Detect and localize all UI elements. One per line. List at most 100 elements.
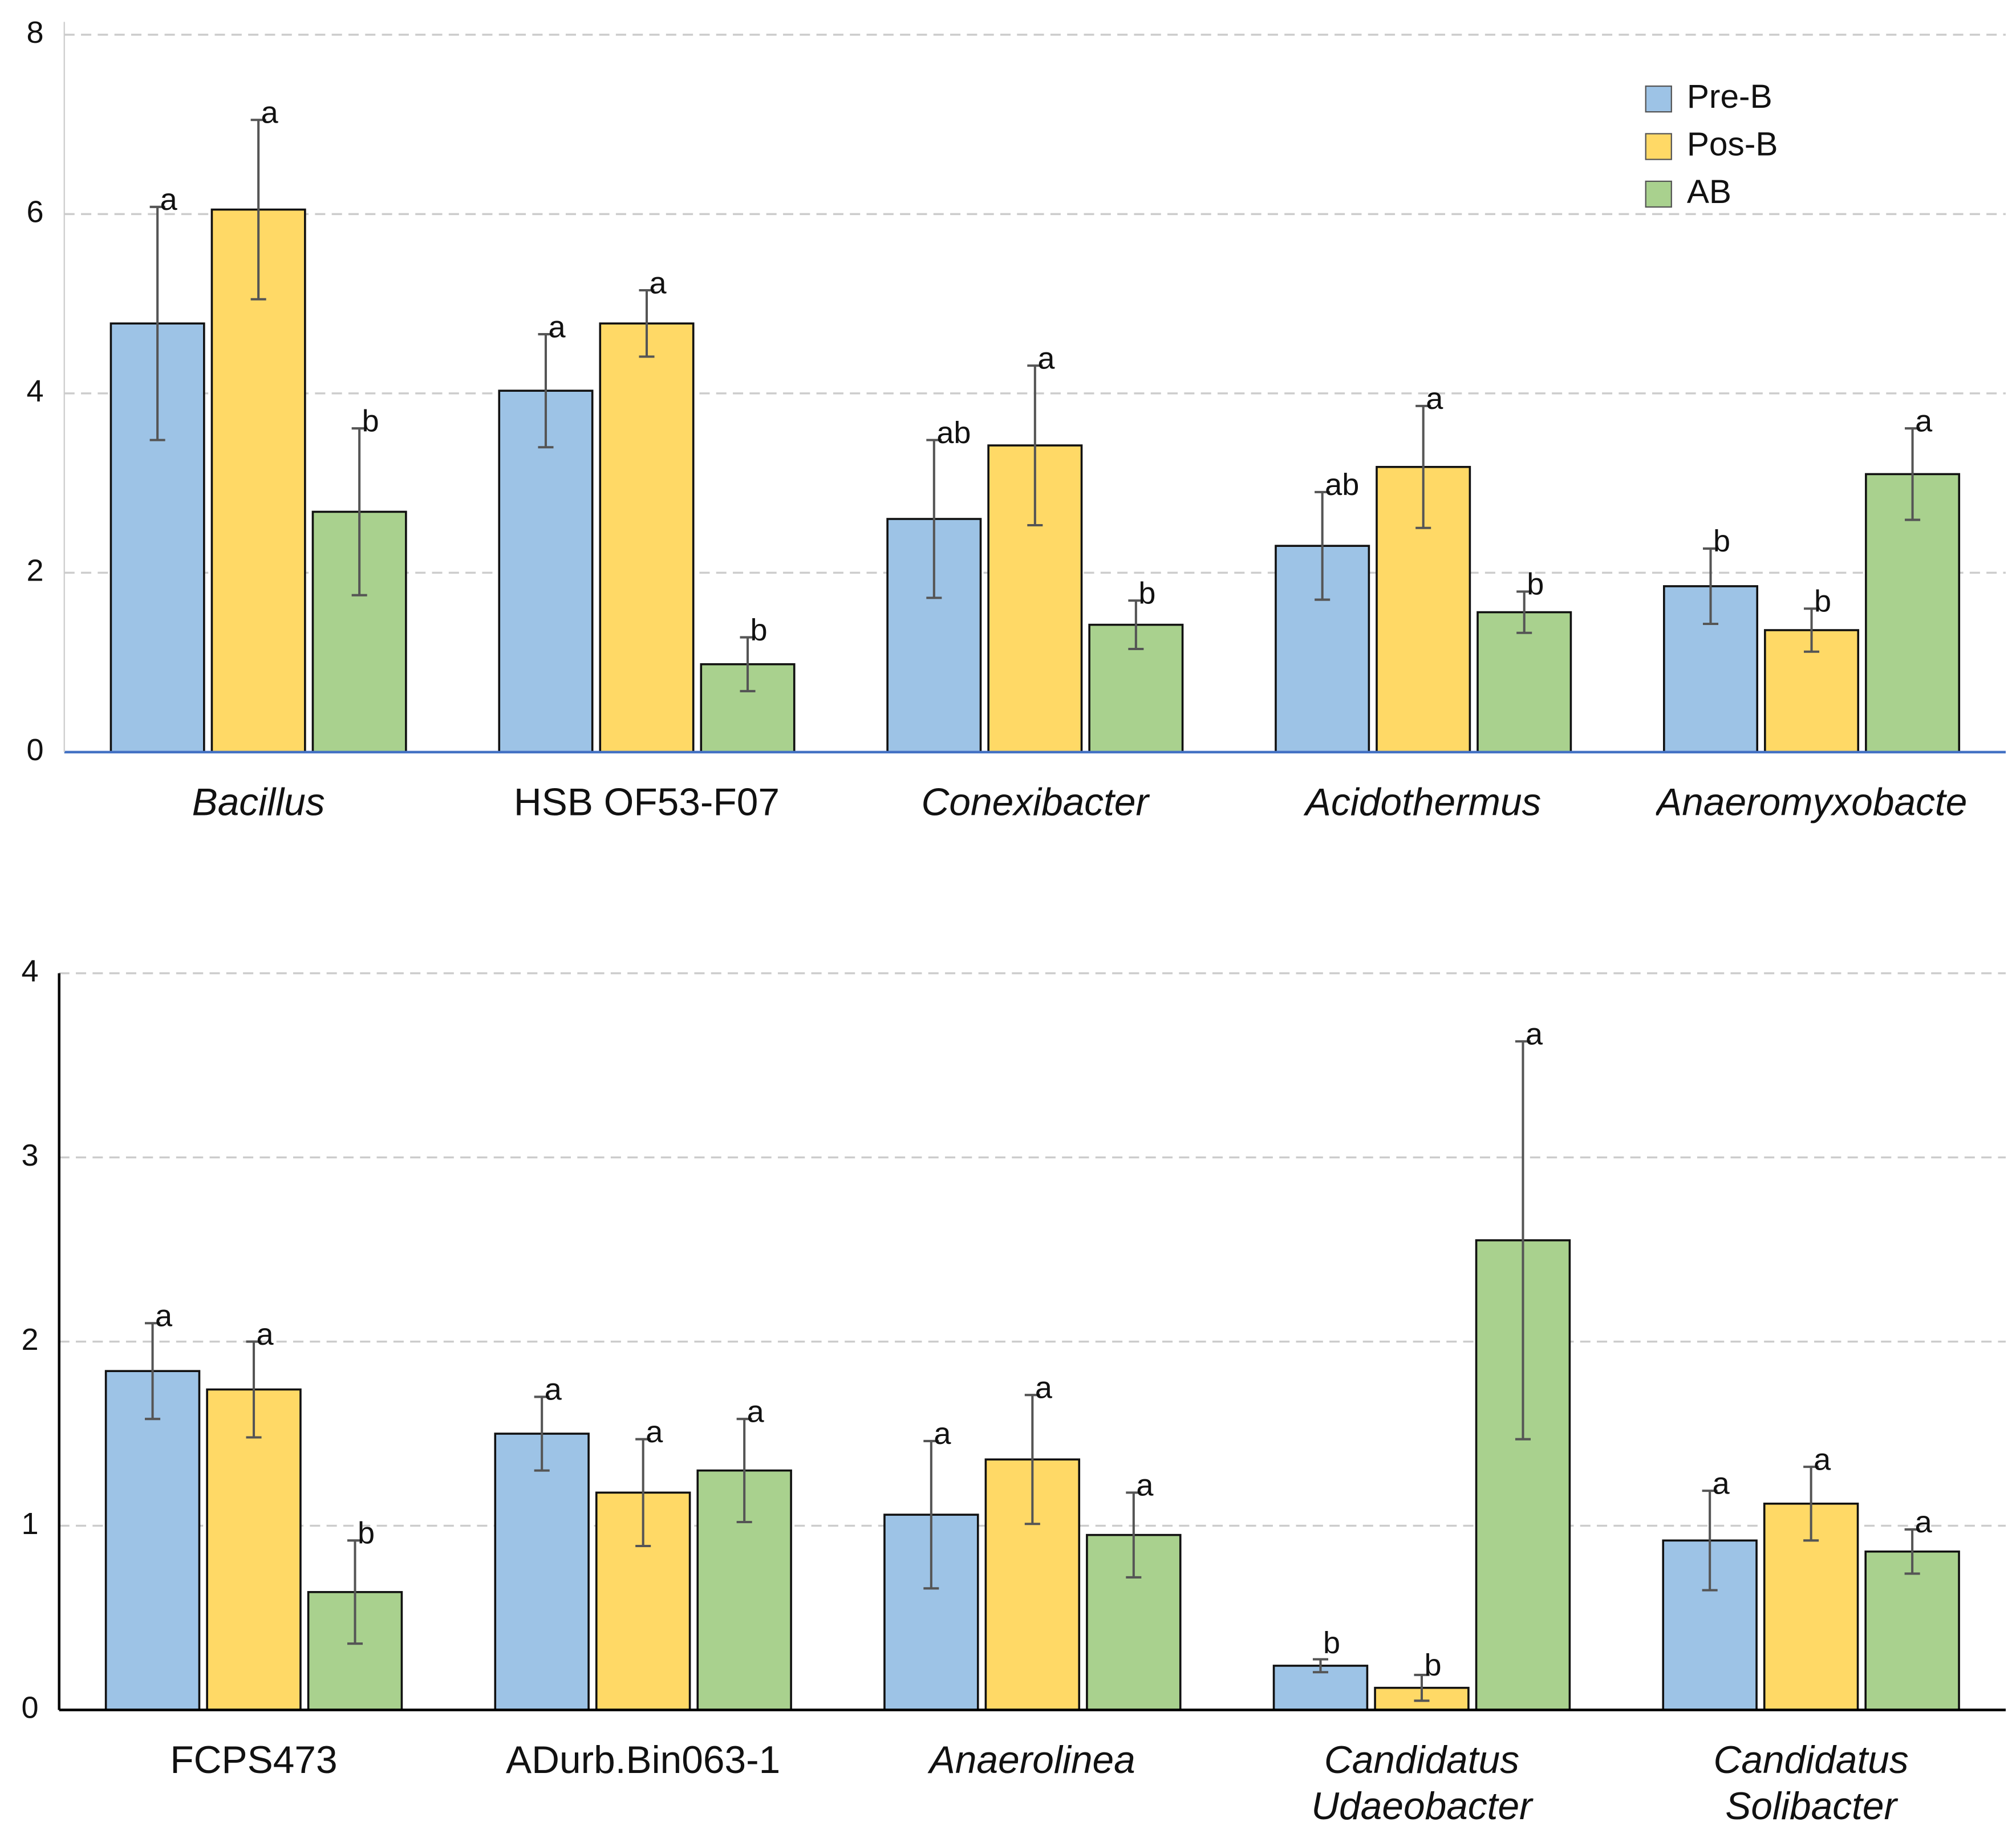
error-bar: [639, 289, 655, 358]
significance-letter: b: [1713, 524, 1730, 558]
significance-letter: b: [1323, 1626, 1340, 1660]
significance-letter: b: [1138, 576, 1155, 610]
category-label-box: Conexibacter: [921, 781, 1149, 825]
x-tick-label: Anaeromyxobacter: [1656, 781, 1967, 825]
significance-letter: a: [160, 182, 178, 217]
y-tick-label: 0: [27, 733, 44, 767]
error-bar: [1905, 427, 1921, 521]
significance-letter: a: [1915, 1505, 1933, 1539]
significance-letter: b: [751, 613, 768, 647]
category-label-box: ADurb.Bin063-1: [506, 1739, 781, 1782]
bar: [104, 1370, 201, 1711]
error-bar: [1315, 490, 1331, 601]
significance-letter: a: [747, 1394, 765, 1429]
significance-letter: a: [1915, 404, 1933, 438]
error-bar: [149, 205, 165, 441]
significance-letter: a: [1037, 341, 1055, 375]
significance-letter: a: [1814, 1442, 1831, 1476]
error-bar: [246, 1340, 262, 1439]
error-bar: [740, 636, 756, 692]
legend-label: AB: [1687, 173, 1731, 210]
significance-letter: a: [155, 1299, 173, 1333]
error-bar: [250, 119, 266, 301]
legend-swatch: [1645, 180, 1672, 208]
y-tick-label: 2: [27, 554, 44, 588]
x-tick-label: Candidatus Solibacter: [1713, 1739, 1909, 1828]
error-bar: [1904, 1528, 1920, 1575]
category-label-box: HSB OF53-F07: [513, 781, 780, 825]
significance-letter: b: [1424, 1648, 1441, 1682]
x-tick-label: Conexibacter: [921, 781, 1149, 825]
error-bar: [145, 1322, 161, 1421]
significance-letter: a: [548, 310, 566, 344]
significance-letter: a: [1136, 1468, 1154, 1503]
category-label-box: Anaerolinea: [929, 1739, 1135, 1782]
error-bar: [1312, 1658, 1329, 1674]
significance-letter: b: [362, 404, 379, 438]
error-bar: [1702, 547, 1719, 626]
y-tick-label: 4: [27, 374, 44, 408]
legend-swatch: [1645, 85, 1672, 113]
error-bar: [1803, 1466, 1819, 1542]
x-tick-label: ADurb.Bin063-1: [506, 1739, 781, 1782]
error-bar: [1126, 1491, 1142, 1579]
significance-letter: a: [1426, 382, 1443, 416]
x-tick-label: FCPS473: [170, 1739, 338, 1782]
error-bar: [1027, 364, 1043, 527]
category-label-box: Acidothermus: [1305, 781, 1542, 825]
bar: [206, 1388, 302, 1711]
x-tick-label: Acidothermus: [1305, 781, 1542, 825]
y-tick-label: 4: [22, 954, 39, 988]
significance-letter: a: [1526, 1017, 1543, 1051]
y-tick-label: 1: [22, 1507, 39, 1541]
significance-letter: a: [545, 1373, 562, 1407]
category-label-box: FCPS473: [170, 1739, 338, 1782]
error-bar: [1515, 1040, 1531, 1441]
significance-letter: b: [1814, 585, 1831, 619]
error-bar: [923, 1439, 939, 1590]
x-tick-label: HSB OF53-F07: [513, 781, 780, 825]
significance-letter: a: [650, 266, 667, 300]
error-bar: [351, 427, 367, 597]
y-tick-label: 0: [22, 1691, 39, 1725]
category-label-box: Candidatus Solibacter: [1713, 1739, 1909, 1828]
legend-label: Pre-B: [1687, 78, 1772, 115]
significance-letter: a: [1035, 1370, 1053, 1405]
significance-letter: a: [934, 1417, 951, 1451]
y-tick-label: 8: [27, 15, 44, 50]
significance-letter: b: [358, 1516, 375, 1551]
category-label-box: Candidatus Udaeobacter: [1311, 1739, 1532, 1828]
legend-label: Pos-B: [1687, 125, 1778, 163]
x-tick-label: Anaerolinea: [929, 1739, 1135, 1782]
error-bar: [635, 1438, 651, 1548]
bar: [494, 1433, 590, 1711]
error-bar: [538, 333, 554, 449]
x-tick-label: Candidatus Udaeobacter: [1311, 1739, 1532, 1828]
error-bar: [1516, 590, 1532, 634]
category-label-box: Bacillus: [192, 781, 325, 825]
significance-letter: a: [646, 1415, 663, 1449]
y-tick-label: 3: [22, 1138, 39, 1172]
significance-letter: a: [257, 1317, 274, 1352]
bar: [1476, 611, 1572, 753]
error-bar: [1024, 1394, 1040, 1525]
y-tick-label: 2: [22, 1322, 39, 1357]
error-bar: [926, 439, 942, 599]
significance-letter: a: [1713, 1466, 1730, 1500]
significance-letter: a: [261, 96, 279, 130]
bar: [1864, 1550, 1960, 1711]
error-bar: [1414, 1674, 1430, 1702]
category-label-box: Anaeromyxobacter: [1656, 781, 1967, 825]
legend-swatch: [1645, 133, 1672, 160]
significance-letter: ab: [936, 416, 971, 450]
error-bar: [736, 1418, 752, 1524]
error-bar: [534, 1395, 550, 1472]
error-bar: [1804, 607, 1820, 653]
error-bar: [1415, 404, 1431, 529]
error-bar: [347, 1539, 363, 1645]
y-tick-label: 6: [27, 195, 44, 229]
significance-letter: ab: [1325, 468, 1359, 502]
x-tick-label: Bacillus: [192, 781, 325, 825]
